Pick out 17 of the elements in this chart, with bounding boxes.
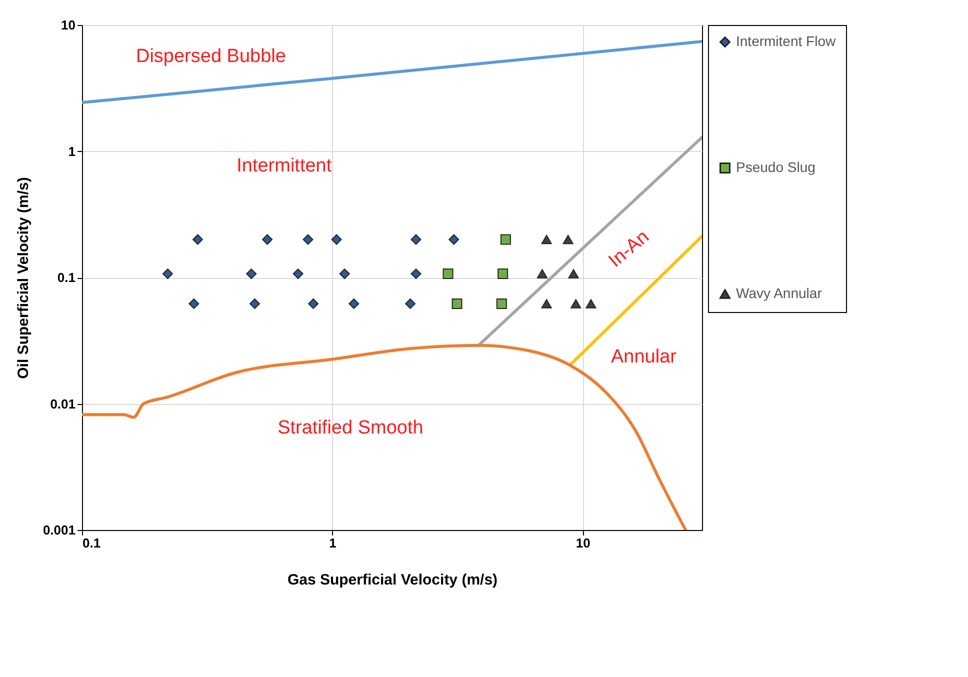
x-tick-label: 0.1 [82, 536, 101, 550]
annotation: Intermittent [236, 155, 332, 176]
y-tick-label: 0.001 [42, 522, 76, 538]
x-axis-title: Gas Superficial Velocity (m/s) [287, 572, 498, 588]
x-tick-label: 1 [329, 536, 336, 550]
y-tick-label: 0.1 [57, 270, 76, 285]
x-tick-label: 10 [576, 536, 590, 550]
annotation: Annular [610, 346, 678, 368]
y-tick-label: 0.01 [50, 396, 76, 412]
y-tick-label: 10 [61, 18, 76, 32]
legend-label: Pseudo Slug [736, 159, 816, 175]
y-axis-title: Oil Superficial Velocity (m/s) [14, 177, 32, 379]
legend-label: Intermitent Flow [736, 33, 836, 49]
annotation: Dispersed Bubble [136, 46, 286, 67]
legend-label: Wavy Annular [736, 285, 822, 301]
annotation: Stratified Smooth [278, 417, 424, 438]
y-tick-label: 1 [68, 144, 76, 159]
